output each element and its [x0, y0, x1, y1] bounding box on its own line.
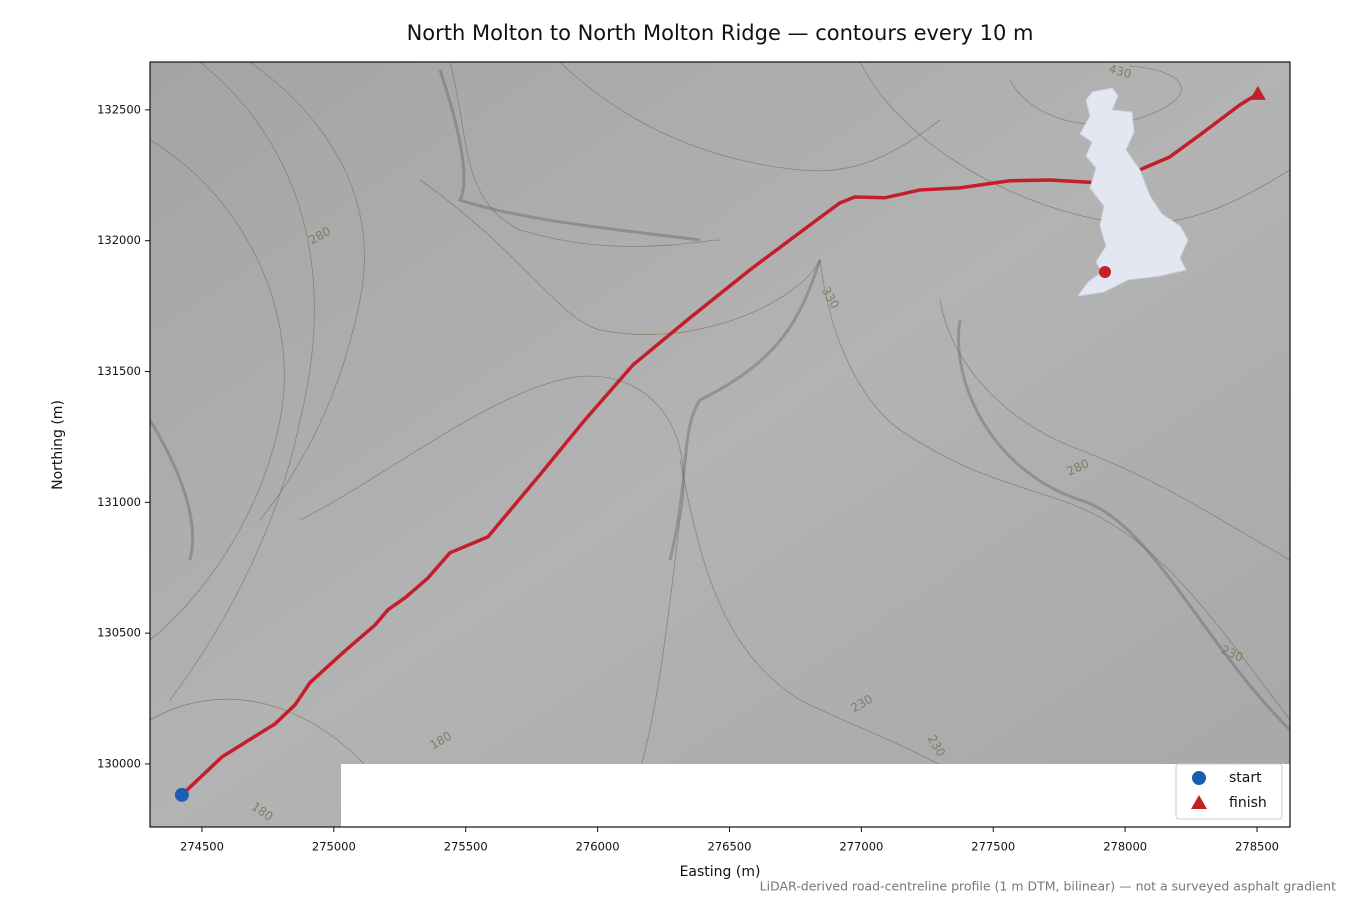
y-tick-label: 130500 — [97, 626, 141, 640]
legend-label: start — [1229, 770, 1262, 786]
chart-title: North Molton to North Molton Ridge — con… — [407, 21, 1034, 45]
x-tick-label: 277500 — [971, 840, 1015, 854]
x-tick-label: 276500 — [708, 840, 752, 854]
x-tick-label: 276000 — [576, 840, 620, 854]
contour-label: 430 — [1107, 62, 1133, 81]
x-tick-label: 275000 — [312, 840, 356, 854]
start-marker — [174, 787, 189, 802]
blank-area — [341, 764, 1290, 827]
y-tick-label: 131000 — [97, 495, 141, 509]
footnote: LiDAR-derived road-centreline profile (1… — [760, 879, 1336, 894]
y-tick-label: 132000 — [97, 233, 141, 247]
y-tick-label: 130000 — [97, 756, 141, 770]
legend-symbol — [1191, 795, 1207, 809]
x-tick-label: 277000 — [839, 840, 883, 854]
x-tick-label: 274500 — [180, 840, 224, 854]
y-tick-label: 132500 — [97, 102, 141, 116]
axes: 274500 275000 275500 276000 276500 277000 2775… — [97, 102, 1279, 853]
x-tick-label: 278000 — [1103, 840, 1147, 854]
x-axis-label: Easting (m) — [680, 864, 761, 880]
plot-frame — [149, 61, 1291, 828]
legend: start finish — [1175, 763, 1283, 820]
x-tick-label: 275500 — [444, 840, 488, 854]
legend-label: finish — [1229, 795, 1267, 811]
y-axis-label: Northing (m) — [50, 400, 66, 490]
uk-inset — [1076, 87, 1189, 297]
x-tick-label: 278500 — [1235, 840, 1279, 854]
legend-symbol — [1192, 771, 1206, 785]
finish-marker — [1249, 85, 1266, 100]
y-tick-label: 131500 — [97, 364, 141, 378]
